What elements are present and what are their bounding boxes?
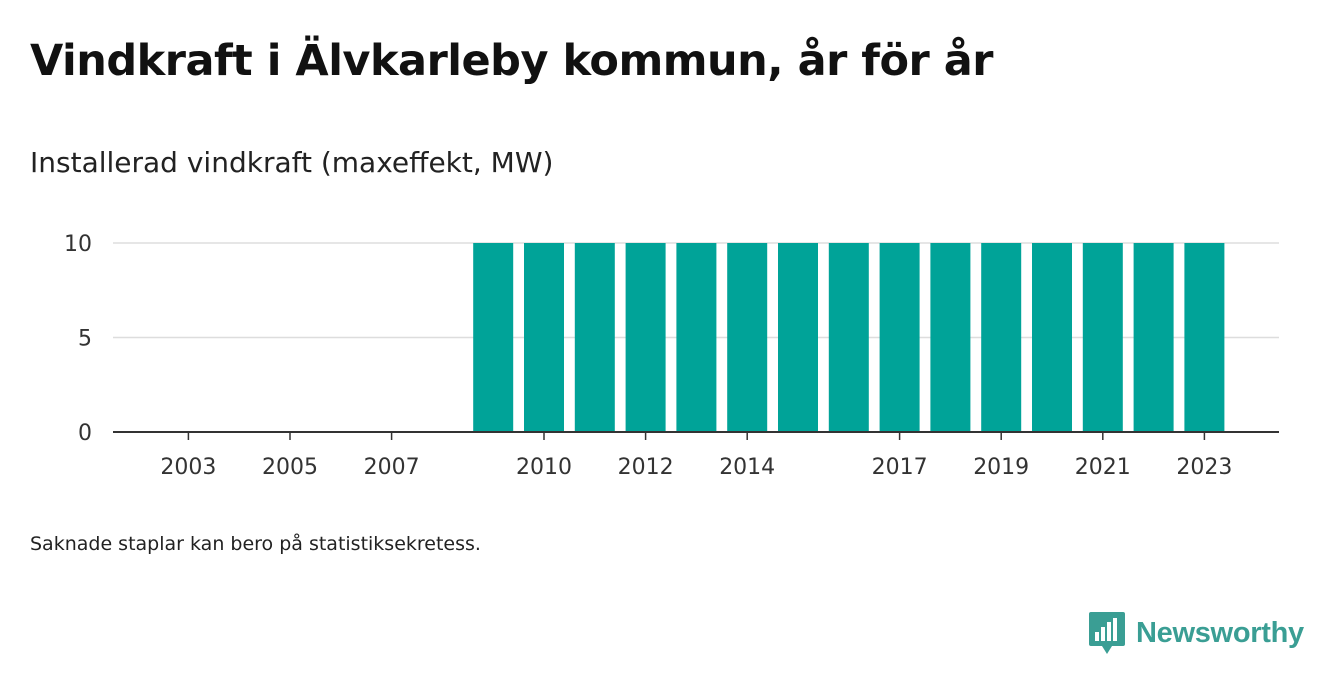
bar-2016 xyxy=(828,243,869,432)
bars xyxy=(473,243,1225,432)
y-tick-label: 10 xyxy=(64,232,92,257)
bar-2019 xyxy=(981,243,1022,432)
bar-2018 xyxy=(930,243,971,432)
x-tick-label: 2023 xyxy=(1176,455,1232,480)
y-tick-label: 5 xyxy=(78,327,92,352)
x-tick-label: 2014 xyxy=(719,455,775,480)
footnote: Saknade staplar kan bero på statistiksek… xyxy=(30,533,481,555)
bar-2017 xyxy=(879,243,920,432)
y-axis-ticks: 0 5 10 xyxy=(64,232,92,446)
brand-logo: Newsworthy xyxy=(1088,610,1304,656)
x-tick-label: 2017 xyxy=(872,455,928,480)
bar-2011 xyxy=(574,243,615,432)
y-tick-label: 0 xyxy=(78,421,92,446)
bar-2013 xyxy=(676,243,717,432)
bar-chart: 0 5 10 2003 2005 2007 2010 2012 2014 2017 2019 202… xyxy=(64,232,1279,480)
bar-2014 xyxy=(727,243,768,432)
x-tick-label: 2021 xyxy=(1075,455,1131,480)
bar-2009 xyxy=(473,243,514,432)
x-tick-label: 2012 xyxy=(618,455,674,480)
bar-2021 xyxy=(1082,243,1123,432)
bar-2010 xyxy=(524,243,564,432)
newsworthy-logo-icon xyxy=(1089,612,1125,654)
x-tick-label: 2010 xyxy=(516,455,572,480)
chart-title: Vindkraft i Älvkarleby kommun, år för år xyxy=(30,36,993,86)
bar-2023 xyxy=(1184,243,1225,432)
chart-subtitle: Installerad vindkraft (maxeffekt, MW) xyxy=(30,146,554,179)
bar-2022 xyxy=(1133,243,1174,432)
bar-2012 xyxy=(625,243,666,432)
x-tick-label: 2007 xyxy=(364,455,420,480)
x-axis-ticks: 2003 2005 2007 2010 2012 2014 2017 2019 2021 2023 xyxy=(160,432,1232,480)
bar-2015 xyxy=(778,243,818,432)
bar-2020 xyxy=(1032,243,1072,432)
x-tick-label: 2019 xyxy=(973,455,1029,480)
x-tick-label: 2005 xyxy=(262,455,318,480)
brand-name: Newsworthy xyxy=(1136,616,1304,649)
x-tick-label: 2003 xyxy=(160,455,216,480)
